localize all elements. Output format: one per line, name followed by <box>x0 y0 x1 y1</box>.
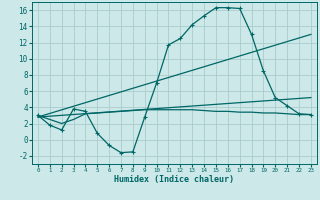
X-axis label: Humidex (Indice chaleur): Humidex (Indice chaleur) <box>115 175 234 184</box>
